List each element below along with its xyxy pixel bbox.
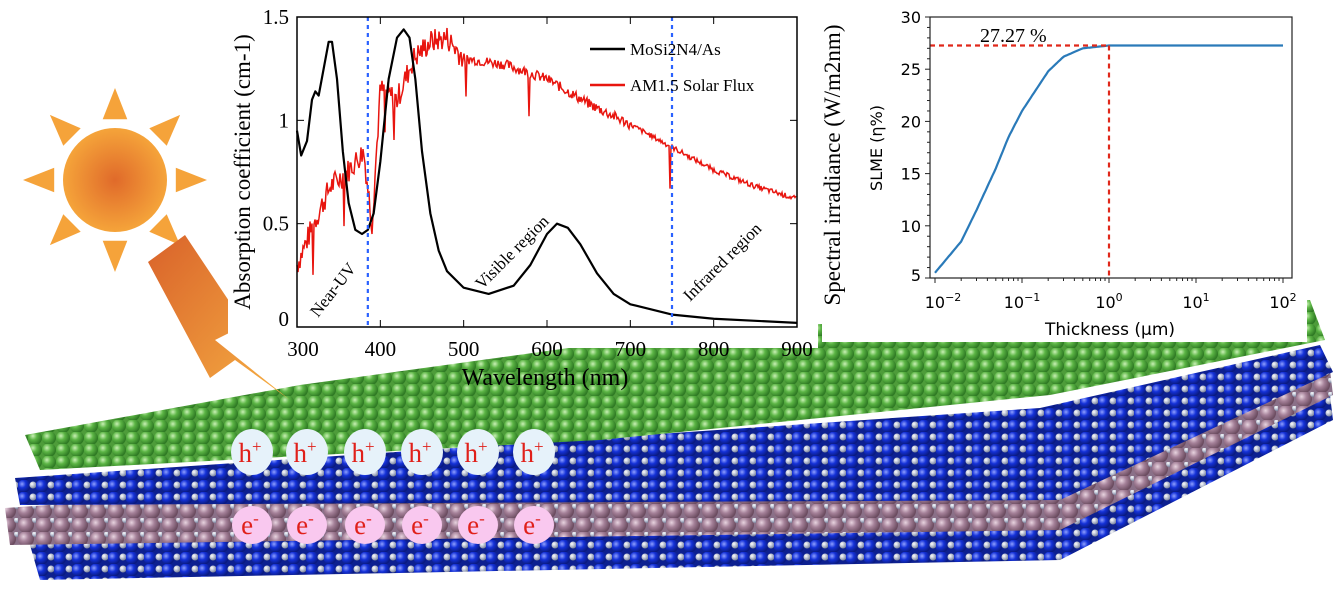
x-tick-label: 102 — [1269, 291, 1296, 312]
hole-bubble — [513, 429, 555, 475]
sun-icon — [23, 88, 207, 272]
charge-carriers: h+ e-h+ e-h+ e-h+ e-h+ e-h+ e- — [231, 429, 555, 544]
x-tick-label: 400 — [365, 337, 397, 361]
chart1-right-ylabel: Spectral irradiance (W/m2nm) — [820, 25, 845, 306]
electron-label: e- — [241, 509, 259, 540]
sun-ray — [49, 214, 81, 246]
hole-label: h+ — [520, 437, 543, 468]
y-tick-label: 0 — [279, 307, 290, 331]
lightning-bolt-icon — [148, 235, 290, 400]
electron-label: e- — [296, 509, 314, 540]
sun-ray — [102, 88, 128, 120]
absorption-line — [295, 28, 798, 324]
sun-ray — [23, 167, 55, 193]
sun-ray — [49, 114, 81, 146]
hole-label: h+ — [408, 437, 431, 468]
sun-ray — [175, 167, 207, 193]
electron-bubble — [402, 506, 442, 544]
solar-flux-line — [296, 27, 797, 275]
slme-value-annotation: 27.27 % — [980, 25, 1047, 47]
sun-ray — [149, 114, 181, 146]
x-tick-label: 101 — [1182, 291, 1209, 312]
electron-label: e- — [467, 509, 485, 540]
hole-label: h+ — [464, 437, 487, 468]
electron-bubble — [514, 506, 554, 544]
hole-label: h+ — [238, 437, 261, 468]
hole-bubble — [286, 429, 328, 475]
x-tick-label: 100 — [1095, 291, 1122, 312]
chart1-ylabel: Absorption coefficient (cm-1) — [230, 34, 255, 309]
x-tick-label: 700 — [615, 337, 647, 361]
y-tick-label: 1.5 — [263, 5, 289, 29]
legend-label: AM1.5 Solar Flux — [630, 76, 755, 95]
electron-label: e- — [523, 509, 541, 540]
chart2-xlabel: Thickness (μm) — [1044, 320, 1175, 340]
x-tick-label: 500 — [448, 337, 480, 361]
plot-frame — [929, 16, 1293, 279]
sun-ray — [102, 240, 128, 272]
electron-bubble — [458, 506, 498, 544]
sun-ray — [149, 214, 181, 246]
x-tick-label: 800 — [698, 337, 730, 361]
hole-label: h+ — [293, 437, 316, 468]
chart1-xlabel: Wavelength (nm) — [462, 365, 629, 391]
x-tick-label: 900 — [781, 337, 813, 361]
electron-label: e- — [354, 509, 372, 540]
electron-label: e- — [411, 509, 429, 540]
slme-line — [934, 44, 1283, 274]
top-green-layer — [25, 300, 1325, 470]
x-tick-label: 600 — [531, 337, 563, 361]
hole-bubble — [457, 429, 499, 475]
y-tick-label: 10 — [901, 217, 921, 236]
y-tick-label: 30 — [901, 8, 921, 27]
slme-chart: 27.27 % 5 10 15 20 25 30 10−2 10−1 100 101 102 — [901, 8, 1297, 312]
y-tick-label: 20 — [901, 112, 921, 131]
hole-bubble — [401, 429, 443, 475]
y-tick-label: 25 — [901, 60, 921, 79]
x-tick-label: 10−2 — [925, 291, 962, 312]
upper-blue-layer — [15, 345, 1333, 505]
y-tick-label: 1 — [279, 108, 290, 132]
x-tick-label: 10−1 — [1004, 291, 1041, 312]
legend-label: MoSi2N4/As — [630, 40, 721, 59]
x-tick-label: 300 — [287, 337, 319, 361]
electron-bubble — [287, 506, 327, 544]
y-tick-label: 0.5 — [263, 212, 289, 236]
hole-bubble — [344, 429, 386, 475]
electron-bubble — [232, 506, 272, 544]
chart2-ylabel: SLME (η%) — [867, 105, 886, 191]
hole-label: h+ — [351, 437, 374, 468]
y-tick-label: 15 — [901, 165, 921, 184]
y-tick-label: 5 — [911, 266, 921, 285]
electron-bubble — [345, 506, 385, 544]
hole-bubble — [231, 429, 273, 475]
